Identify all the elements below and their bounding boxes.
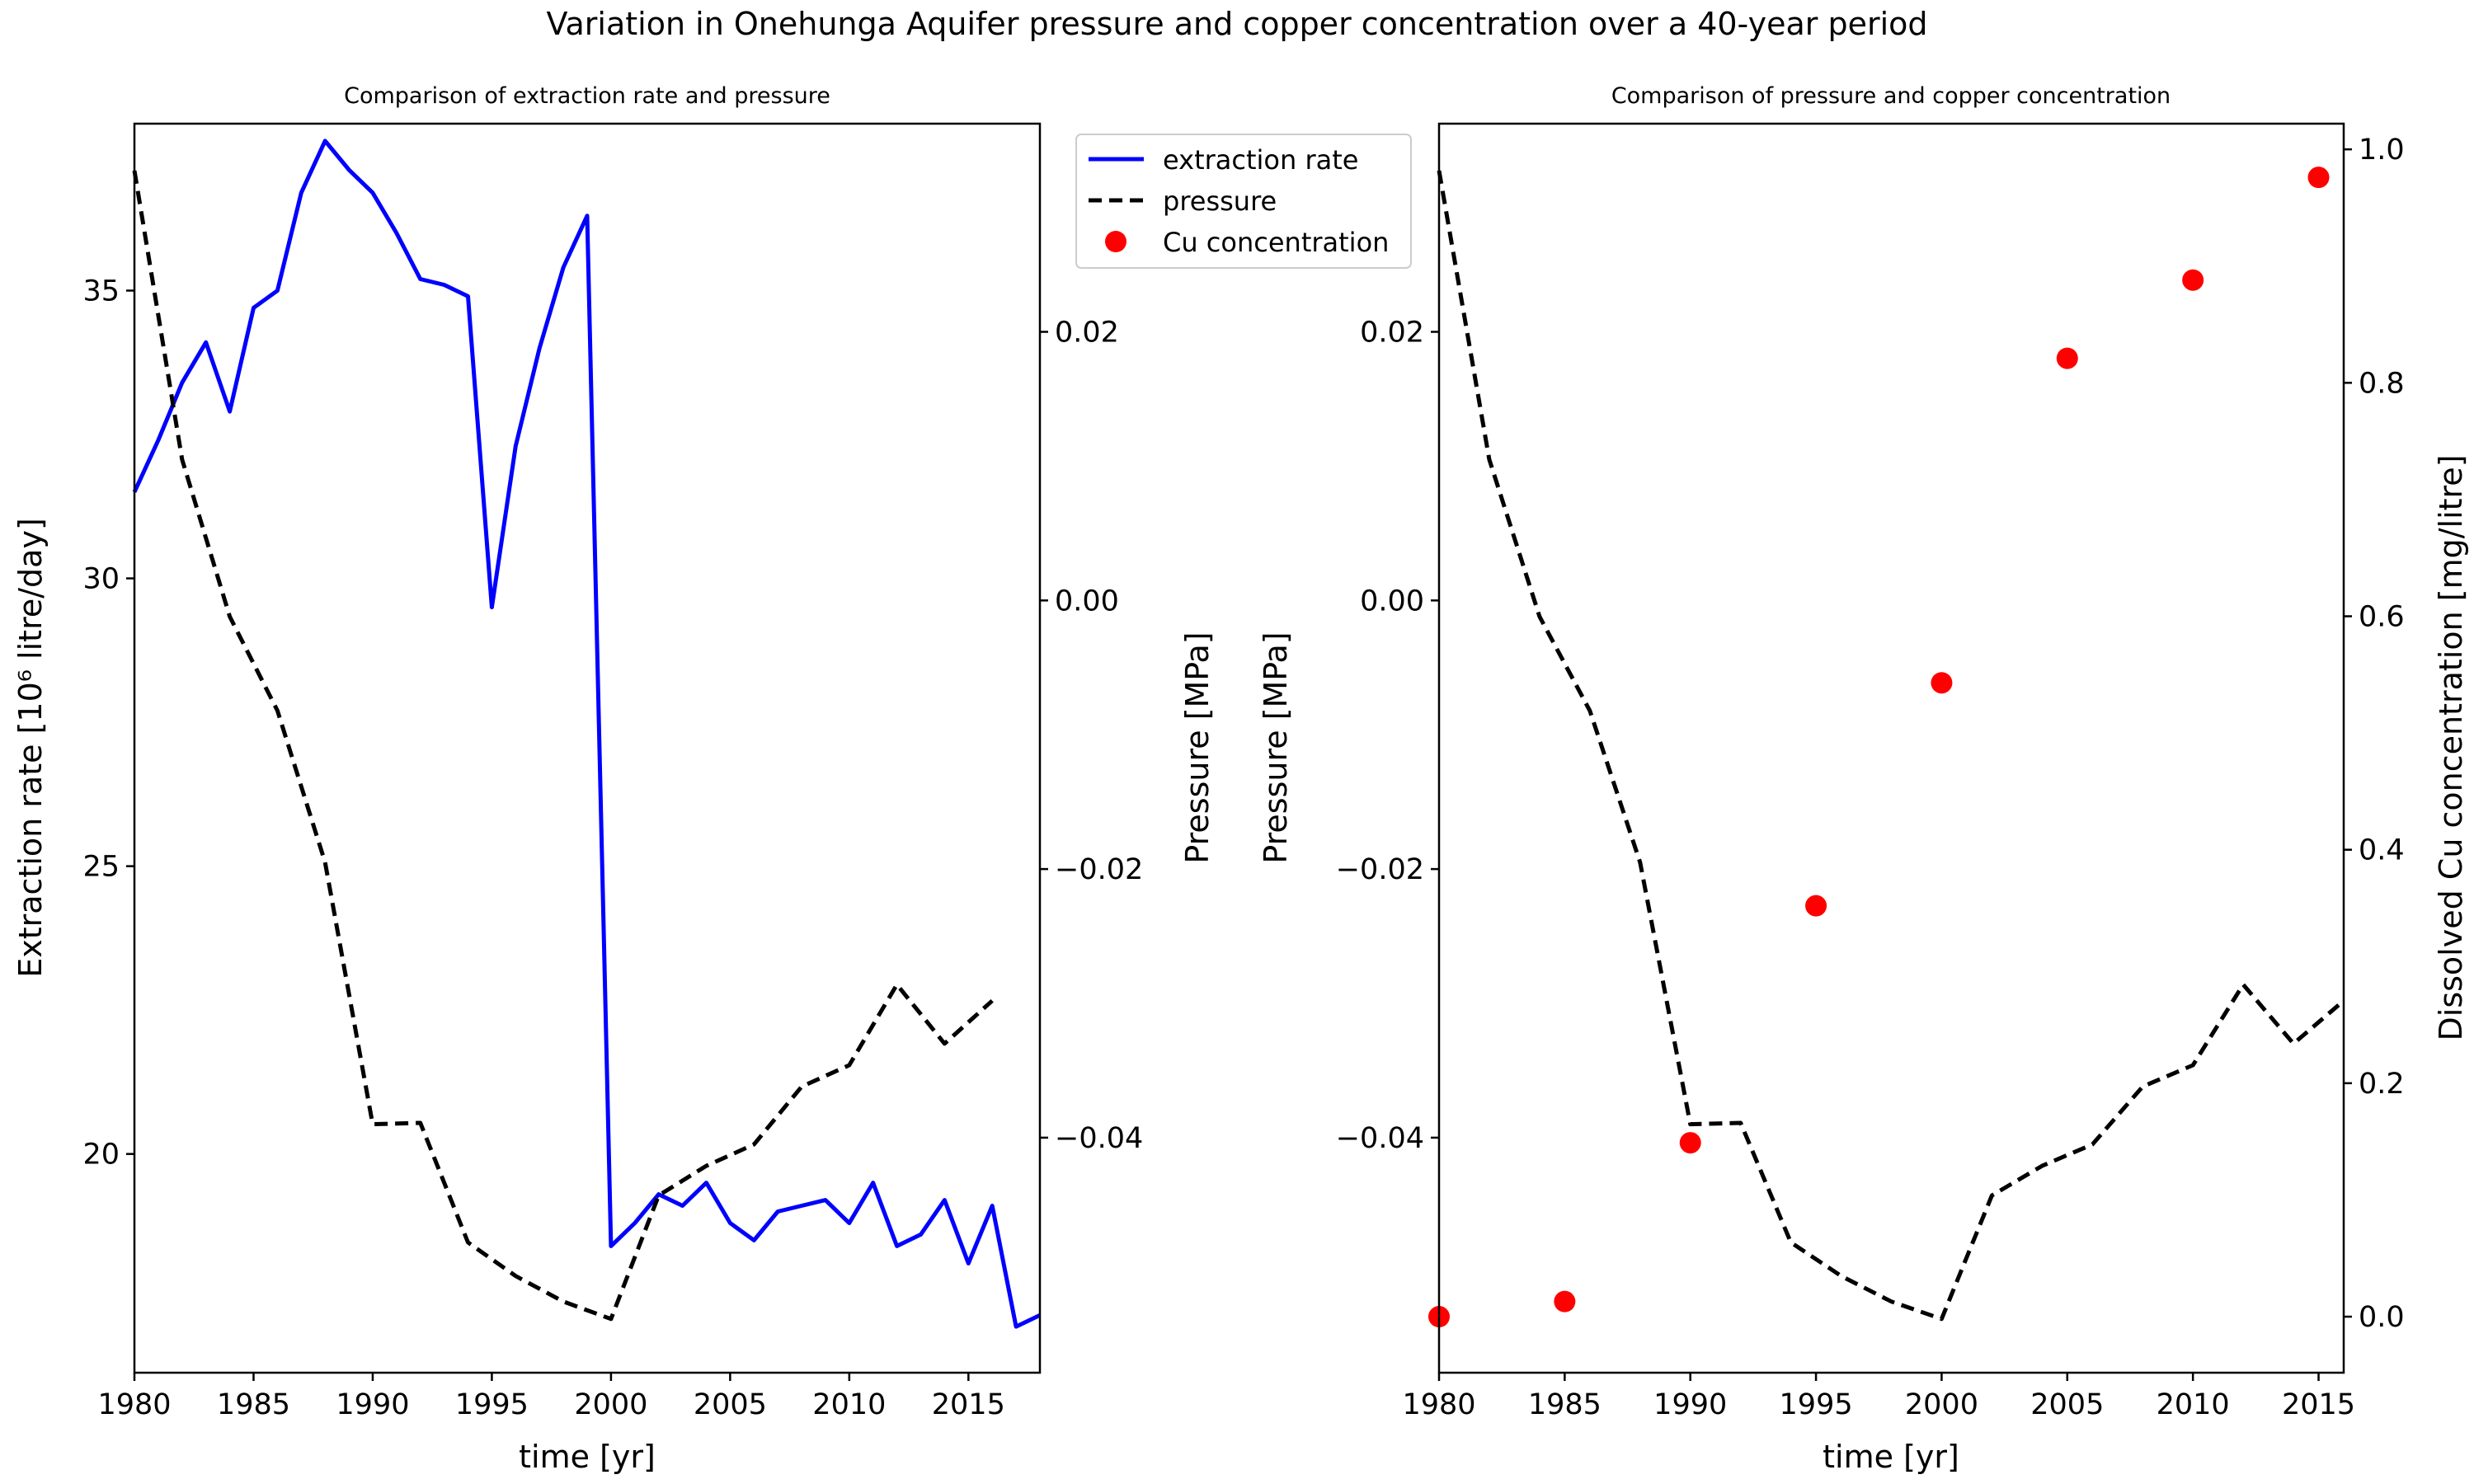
point-cu-concentration (2182, 269, 2204, 291)
x-tick-label: 2000 (1905, 1388, 1978, 1421)
point-cu-concentration (2056, 347, 2078, 369)
x-tick-label: 1985 (1528, 1388, 1602, 1421)
y-tick-label-left: 30 (82, 563, 120, 596)
plot-marks (1428, 167, 2345, 1328)
x-tick-label: 1995 (1780, 1388, 1853, 1421)
x-tick-label: 2000 (574, 1388, 647, 1421)
x-tick-label: 1980 (1402, 1388, 1475, 1421)
y-tick-label-left: 25 (82, 851, 120, 884)
x-tick-label: 2015 (2282, 1388, 2355, 1421)
plot-frame (1437, 122, 2345, 1374)
x-axis-label: time [yr] (519, 1439, 656, 1475)
y-tick-label-right: 0.0 (2359, 1301, 2405, 1334)
y-axis-label-left: Extraction rate [10⁶ litre/day] (12, 518, 49, 978)
y-tick-label-right: −0.04 (1055, 1122, 1143, 1155)
point-cu-concentration (1679, 1132, 1701, 1154)
y-tick-label-right: 0.4 (2359, 834, 2405, 867)
x-tick-label: 1990 (336, 1388, 409, 1421)
legend-label-pressure: pressure (1163, 186, 1277, 217)
y-tick-label-left: −0.02 (1336, 853, 1424, 886)
x-tick-label: 2005 (2030, 1388, 2104, 1421)
y-tick-label-left: 0.00 (1360, 585, 1424, 618)
legend: extraction rate pressure Cu concentratio… (1075, 134, 1412, 269)
y-axis-label-left: Pressure [MPa] (1258, 632, 1294, 863)
y-tick-label-right: 0.6 (2359, 601, 2405, 634)
panel-title: Comparison of extraction rate and pressu… (344, 83, 830, 109)
point-cu-concentration (2307, 167, 2330, 189)
series-line-pressure (132, 170, 994, 1322)
y-axis-label-right: Pressure [MPa] (1179, 632, 1216, 863)
tick-marks: 1980 1985 1990 1995 2000 2005 2010 20150.020.00… (1336, 134, 2405, 1421)
point-cu-concentration (1931, 672, 1953, 694)
y-axis-label-right: Dissolved Cu concentration [mg/litre] (2433, 454, 2469, 1040)
x-tick-label: 2010 (812, 1388, 886, 1421)
x-tick-label: 1985 (217, 1388, 290, 1421)
legend-swatch-cu-concentration (1105, 231, 1126, 252)
y-tick-label-right: 0.02 (1055, 317, 1119, 350)
y-tick-label-left: 0.02 (1360, 317, 1424, 350)
legend-box (1075, 134, 1412, 269)
y-tick-label-left: 20 (82, 1139, 120, 1172)
legend-label-cu-concentration: Cu concentration (1163, 227, 1389, 258)
x-tick-label: 1990 (1653, 1388, 1727, 1421)
y-tick-label-left: 35 (82, 275, 120, 308)
x-tick-label: 1995 (455, 1388, 529, 1421)
figure-title: Variation in Onehunga Aquifer pressure a… (546, 6, 1927, 42)
y-tick-label-right: −0.02 (1055, 853, 1143, 886)
y-tick-label-right: 0.8 (2359, 367, 2405, 400)
x-tick-label: 2015 (932, 1388, 1005, 1421)
panel-pressure-copper: Comparison of pressure and copper concen… (1258, 83, 2469, 1475)
x-axis-label: time [yr] (1823, 1439, 1959, 1475)
x-tick-label: 2010 (2157, 1388, 2230, 1421)
plot-frame (133, 122, 1042, 1374)
point-cu-concentration (1805, 895, 1827, 917)
panel-title: Comparison of pressure and copper concen… (1611, 83, 2171, 109)
panel-extraction-pressure: Comparison of extraction rate and pressu… (12, 83, 1216, 1475)
y-tick-label-right: 1.0 (2359, 134, 2405, 167)
series-line-extraction-rate (132, 139, 1042, 1329)
y-tick-label-right: 0.2 (2359, 1068, 2405, 1101)
series-line-pressure (1437, 170, 2345, 1322)
point-cu-concentration (1554, 1290, 1576, 1313)
x-tick-label: 2005 (694, 1388, 767, 1421)
tick-marks: 1980 1985 1990 1995 2000 2005 2010 2015 20 25 30 35… (82, 275, 1143, 1421)
y-tick-label-left: −0.04 (1336, 1122, 1424, 1155)
legend-label-extraction-rate: extraction rate (1163, 144, 1358, 176)
plot-marks (132, 139, 1042, 1329)
x-tick-label: 1980 (97, 1388, 171, 1421)
y-tick-label-right: 0.00 (1055, 585, 1119, 618)
